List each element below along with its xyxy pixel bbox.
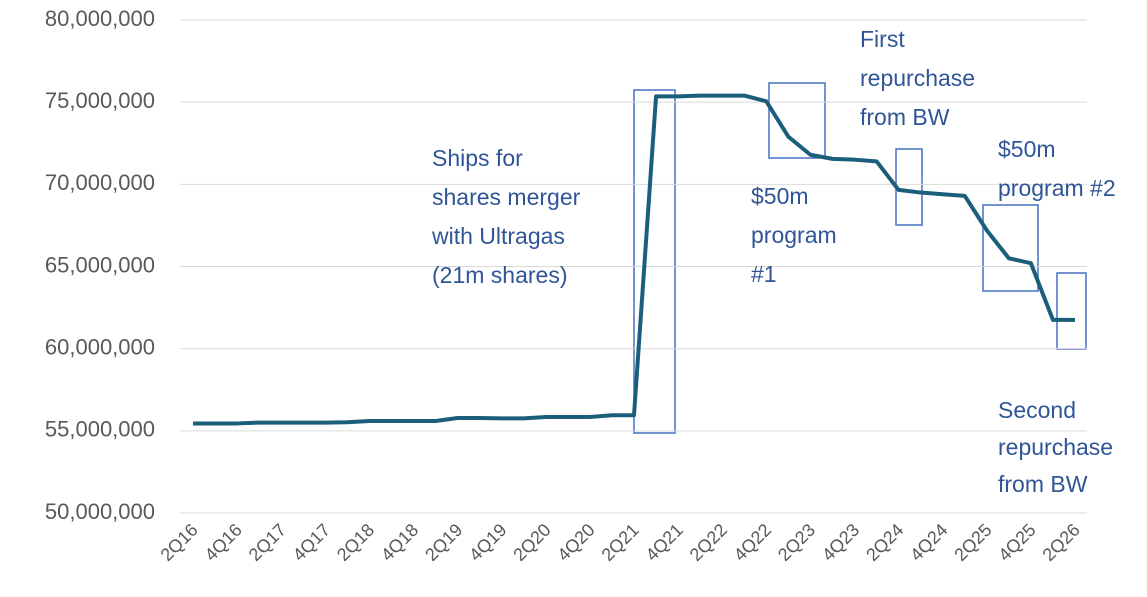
x-tick-label: 4Q19 [465,520,510,565]
x-tick-label: 2Q19 [421,520,466,565]
x-tick-label: 4Q25 [994,520,1039,565]
x-tick-label: 2Q17 [245,520,290,565]
x-tick-label: 4Q23 [818,520,863,565]
annotation-box [982,204,1039,292]
annotation: shares merger [432,184,581,210]
annotation: $50m [751,183,809,209]
x-tick-label: 2Q20 [509,520,554,565]
y-tick-label: 75,000,000 [45,88,155,113]
annotation: with Ultragas [431,223,565,249]
annotation-box [1056,272,1087,350]
x-tick-label: 2Q18 [333,520,378,565]
x-tick-label: 2Q21 [598,520,643,565]
y-tick-label: 50,000,000 [45,499,155,524]
x-tick-label: 4Q17 [289,520,334,565]
x-tick-label: 2Q23 [774,520,819,565]
x-tick-label: 4Q16 [201,520,246,565]
x-tick-label: 4Q24 [906,520,951,565]
annotation: Second [998,397,1076,423]
annotation: program [751,222,837,248]
annotation: program #2 [998,175,1116,201]
y-tick-label: 60,000,000 [45,334,155,359]
annotation: repurchase [860,65,975,91]
x-tick-label: 2Q22 [686,520,731,565]
x-tick-label: 4Q20 [553,520,598,565]
x-tick-label: 2Q25 [950,520,995,565]
x-tick-label: 4Q21 [642,520,687,565]
x-tick-label: 2Q16 [157,520,202,565]
annotation: First [860,26,905,52]
annotation-box [768,82,826,159]
data-line [193,93,1075,426]
annotation: $50m [998,136,1056,162]
annotation: #1 [751,261,777,287]
y-tick-label: 55,000,000 [45,417,155,442]
annotation-box [895,148,923,226]
y-tick-label: 65,000,000 [45,252,155,277]
y-tick-label: 70,000,000 [45,170,155,195]
x-tick-label: 4Q18 [377,520,422,565]
annotation-box [633,89,676,434]
y-tick-label: 80,000,000 [45,6,155,31]
x-tick-label: 4Q22 [730,520,775,565]
annotation: from BW [998,471,1088,497]
annotation: repurchase [998,434,1113,460]
annotation: (21m shares) [432,262,567,288]
annotation: Ships for [432,145,523,171]
x-tick-label: 2Q26 [1039,520,1084,565]
x-tick-label: 2Q24 [862,520,907,565]
annotation: from BW [860,104,950,130]
